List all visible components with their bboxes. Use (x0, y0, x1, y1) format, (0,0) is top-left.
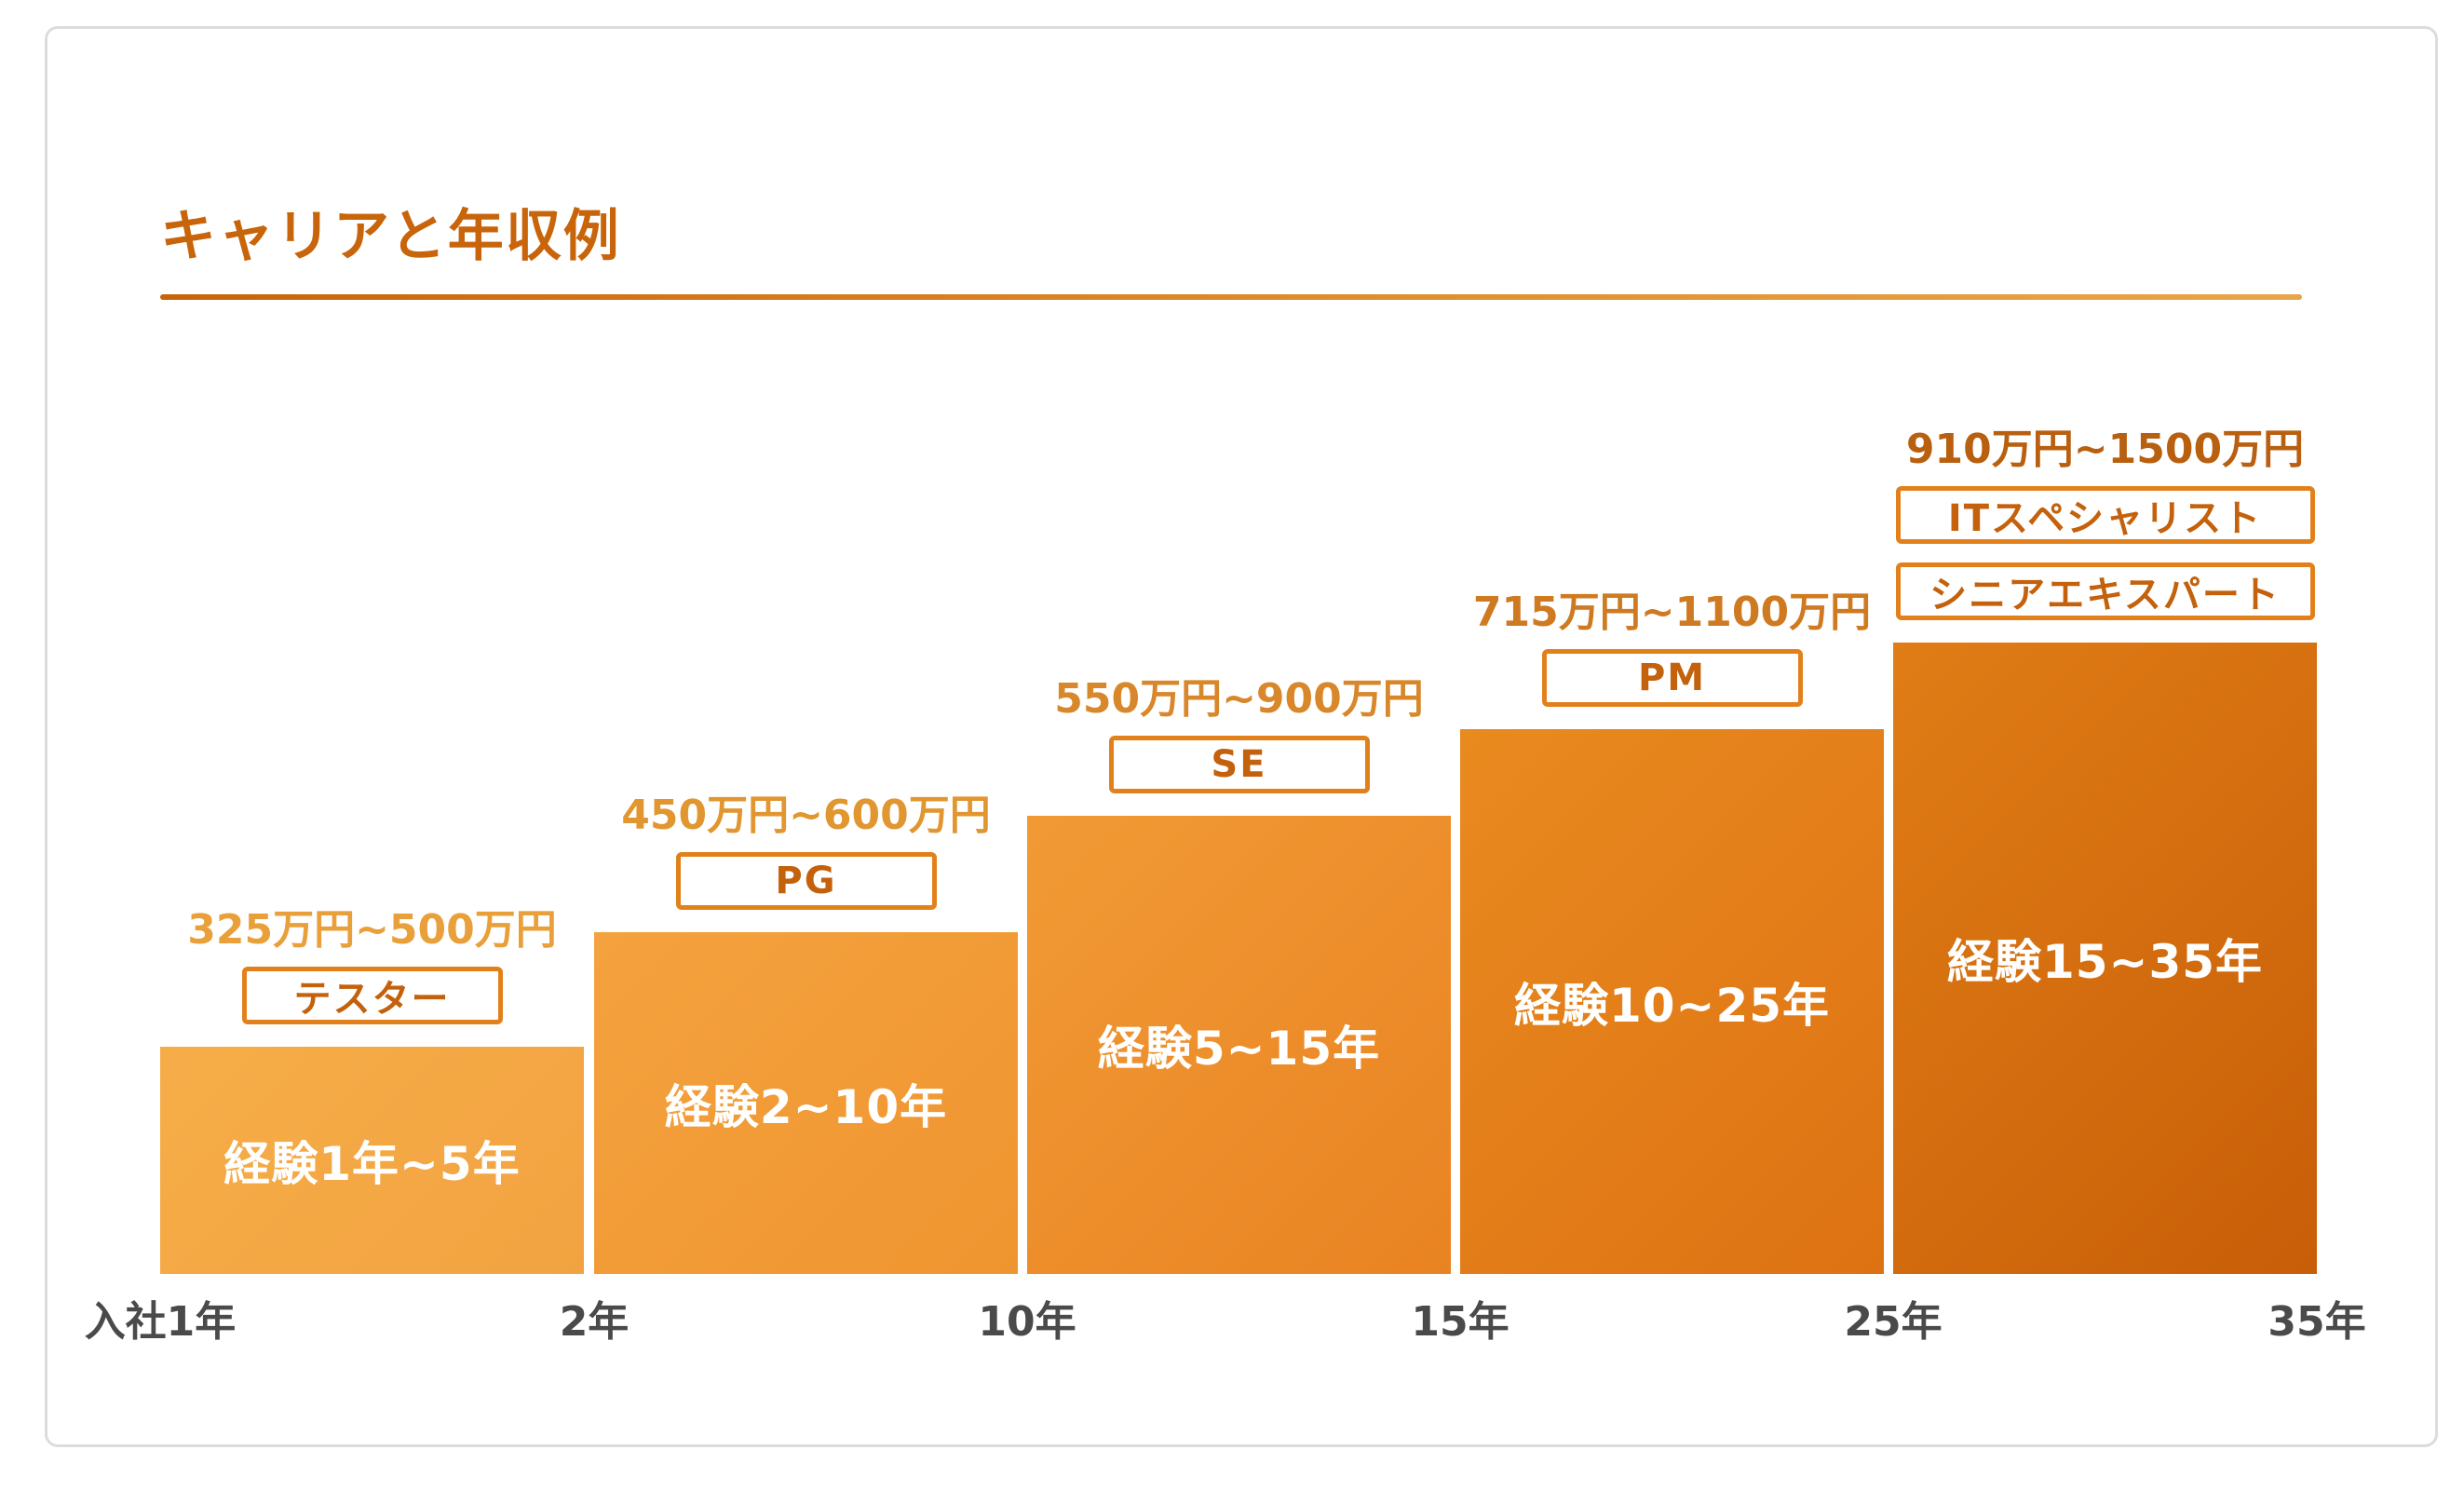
title-underline (160, 294, 2302, 300)
role-box: PM (1541, 649, 1803, 707)
bar-3: 経験5~15年 (1027, 816, 1451, 1274)
role-box: シニアエキスパート (1895, 562, 2315, 620)
bar-4: 経験10~25年 (1460, 729, 1884, 1274)
bar-experience-label: 経験1年~5年 (223, 1137, 521, 1191)
bar-5: 経験15~35年 (1893, 643, 2317, 1274)
salary-label: 715万円~1100万円 (1472, 589, 1872, 636)
role-box: テスター (241, 967, 503, 1024)
salary-label: 910万円~1500万円 (1905, 426, 2305, 473)
bar-1: 経験1年~5年 (160, 1047, 584, 1274)
role-label: テスター (293, 978, 451, 1021)
x-tick-label: 35年 (2268, 1298, 2366, 1346)
x-tick-label: 15年 (1411, 1298, 1510, 1346)
bar-experience-label: 経験15~35年 (1946, 935, 2264, 989)
role-label: PG (775, 860, 837, 902)
role-label: シニアエキスパート (1929, 574, 2281, 616)
x-tick-label: 10年 (978, 1298, 1076, 1346)
role-box: ITスペシャリスト (1895, 486, 2315, 544)
bar-experience-label: 経験5~15年 (1097, 1022, 1381, 1076)
role-box: PG (675, 852, 937, 910)
salary-label: 450万円~600万円 (621, 792, 991, 839)
chart-title: キャリアと年収例 (160, 204, 621, 269)
x-tick-label: 入社1年 (84, 1298, 237, 1346)
bar-2: 経験2~10年 (594, 932, 1018, 1274)
role-box: SE (1108, 736, 1370, 793)
role-label: PM (1637, 657, 1707, 699)
x-tick-label: 2年 (559, 1298, 630, 1346)
role-label: ITスペシャリスト (1947, 497, 2263, 540)
role-label: SE (1211, 743, 1267, 786)
bar-experience-label: 経験10~25年 (1513, 978, 1831, 1033)
x-tick-label: 25年 (1844, 1298, 1943, 1346)
bar-experience-label: 経験2~10年 (664, 1079, 948, 1134)
salary-label: 550万円~900万円 (1054, 675, 1424, 723)
salary-label: 325万円~500万円 (187, 906, 557, 954)
